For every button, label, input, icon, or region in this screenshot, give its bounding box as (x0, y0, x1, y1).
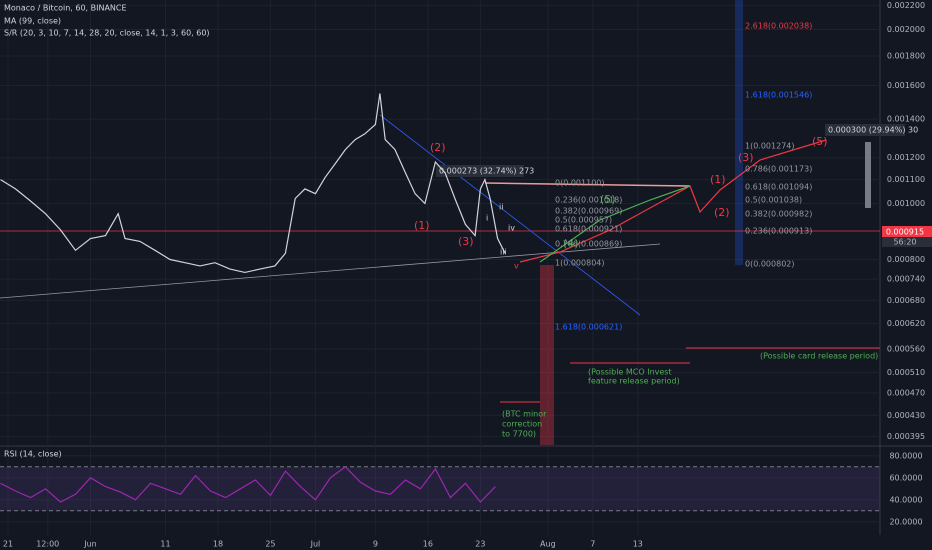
y-tick-label: 0.001000 (887, 199, 925, 208)
y-tick-label: 0.000395 (887, 432, 925, 441)
wave: i (486, 214, 488, 223)
note: correction (502, 420, 542, 429)
measure: 0.000300 (29.94%) 30 (828, 126, 918, 135)
x-tick-label: 11 (160, 540, 170, 549)
red-zone (540, 265, 554, 445)
projection (519, 139, 827, 263)
indicator: S/R (20, 3, 10, 7, 14, 28, 20, close, 14… (4, 29, 210, 38)
indicator: MA (99, close) (4, 17, 61, 26)
fib-label: 1(0.000804) (555, 259, 605, 268)
fib-label: 0.786(0.001173) (745, 165, 812, 174)
y-tick-label: 0.000560 (887, 345, 925, 354)
tag-box (825, 124, 905, 136)
y-tick-label: 0.000470 (887, 388, 925, 397)
y-tick-label: 0.000800 (887, 255, 925, 264)
wave: (1) (710, 173, 726, 186)
y-tick-label: 80.0000 (889, 451, 922, 460)
x-tick-label: 9 (373, 540, 378, 549)
wave: (2) (714, 206, 730, 219)
y-tick-label: 0.001100 (887, 175, 925, 184)
fib-label: 0.618(0.000921) (555, 225, 622, 234)
wave: (1) (414, 219, 430, 232)
wave: (5) (812, 135, 828, 148)
fib-label: 0.382(0.000982) (745, 210, 812, 219)
fib-label: 1.618(0.000621) (555, 323, 622, 332)
fib-label: 0(0.000802) (745, 260, 795, 269)
x-tick-label: 21 (3, 540, 13, 549)
y-tick-label: 0.000510 (887, 368, 925, 377)
symbol: Monaco / Bitcoin, 60, BINANCE (4, 4, 127, 13)
indicator: RSI (14, close) (4, 450, 62, 459)
y-tick-label: 60.0000 (889, 473, 922, 482)
x-tick-label: Jul (310, 540, 321, 549)
projection (539, 185, 691, 263)
x-tick-label: 18 (213, 540, 223, 549)
wave: (3) (458, 235, 474, 248)
fib-label: 0.236(0.000913) (745, 227, 812, 236)
wave: v (514, 262, 519, 271)
y-tick-label: 0.002200 (887, 1, 925, 10)
rsi-band (0, 466, 880, 511)
wave: (4) (563, 237, 579, 250)
timer: 56:20 (893, 238, 916, 247)
fib-label: 0.786(0.000869) (555, 240, 622, 249)
x-tick-label: 16 (423, 540, 433, 549)
x-tick-label: Jun (83, 540, 97, 549)
fib-label: 0.382(0.000969) (555, 207, 622, 216)
fib-label: 0(0.001100) (555, 179, 605, 188)
note: feature release period) (588, 377, 680, 386)
fib-label: 0.236(0.001018) (555, 196, 622, 205)
x-tick-label: 12:00 (36, 540, 59, 549)
fib-label: 1.618(0.001546) (745, 91, 812, 100)
wave: (3) (738, 151, 754, 164)
fib-label: 0.5(0.001038) (745, 196, 802, 205)
y-tick-label: 20.0000 (889, 517, 922, 526)
fib-label: 0.618(0.001094) (745, 183, 812, 192)
y-tick-label: 0.000620 (887, 319, 925, 328)
note: to 7700) (502, 430, 536, 439)
note: (Possible MCO Invest (588, 368, 672, 377)
tag-box (436, 165, 524, 177)
timer-tag (882, 237, 932, 247)
y-tick-label: 0.001400 (887, 115, 925, 124)
y-tick-label: 0.000740 (887, 275, 925, 284)
note: (BTC minor (502, 410, 547, 419)
range-box (865, 142, 871, 208)
series-line (0, 466, 496, 503)
price-tag-label: 0.000915 (886, 228, 924, 237)
wave: ii (499, 203, 503, 212)
wave: iv (508, 224, 515, 233)
y-tick-label: 0.000430 (887, 411, 925, 420)
price-tag (882, 226, 932, 237)
y-tick-label: 0.001200 (887, 153, 925, 162)
trend-line (379, 114, 641, 316)
trend-line (0, 243, 661, 299)
wave: iii (500, 248, 507, 257)
y-tick-label: 0.000680 (887, 296, 925, 305)
fib-label: 0.5(0.000957) (555, 216, 612, 225)
measure: 0.000273 (32.74%) 273 (439, 167, 534, 176)
x-tick-label: 7 (590, 540, 595, 549)
y-tick-label: 0.002000 (887, 25, 925, 34)
wave: (2) (430, 141, 446, 154)
x-tick-label: 25 (265, 540, 275, 549)
blue-zone (735, 0, 743, 265)
note: (Possible card release period) (760, 352, 878, 361)
series-line (0, 93, 506, 274)
x-tick-label: 23 (475, 540, 485, 549)
wave: (5) (600, 193, 616, 206)
fib-label: 2.618(0.002038) (745, 22, 812, 31)
x-tick-label: 13 (633, 540, 643, 549)
fib-label: 1(0.001274) (745, 142, 795, 151)
x-tick-label: Aug (540, 540, 556, 549)
y-tick-label: 0.001800 (887, 51, 925, 60)
y-tick-label: 0.001600 (887, 81, 925, 90)
y-tick-label: 40.0000 (889, 495, 922, 504)
path-line (484, 182, 691, 187)
